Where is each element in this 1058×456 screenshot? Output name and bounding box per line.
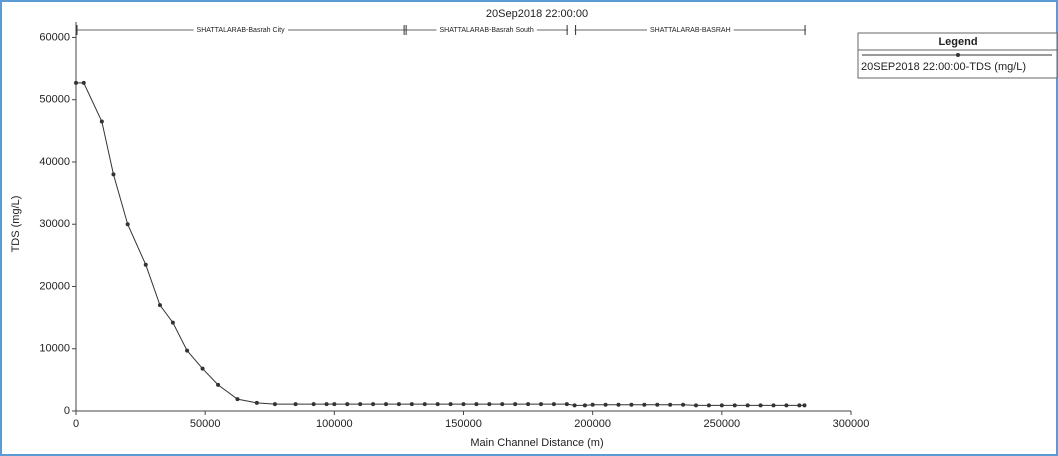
y-tick-label: 20000 [39, 280, 70, 292]
data-point [784, 403, 789, 408]
x-tick-label: 50000 [190, 418, 221, 430]
data-point [216, 382, 221, 387]
reach-label: SHATTALARAB-Basrah South [439, 27, 533, 34]
data-point [185, 348, 190, 353]
data-point [332, 402, 337, 407]
data-point [345, 402, 350, 407]
data-point [642, 402, 647, 407]
data-point [396, 402, 401, 407]
data-point [590, 402, 595, 407]
data-point [254, 400, 259, 405]
data-point [435, 402, 440, 407]
x-tick-label: 150000 [445, 418, 482, 430]
y-tick-label: 10000 [39, 343, 70, 355]
data-point [143, 262, 148, 267]
y-tick-label: 60000 [39, 31, 70, 43]
reach-label-bg [436, 25, 537, 35]
data-point [668, 402, 673, 407]
reach-label: SHATTALARAB-BASRAH [650, 27, 731, 34]
x-tick-label: 300000 [833, 418, 870, 430]
y-tick-label: 40000 [39, 156, 70, 168]
data-point [461, 402, 466, 407]
data-point [422, 402, 427, 407]
data-point [564, 402, 569, 407]
y-tick-label: 30000 [39, 218, 70, 230]
data-point [572, 403, 577, 408]
data-point [539, 402, 543, 407]
data-point [384, 402, 388, 407]
data-point [324, 402, 329, 407]
x-tick-label: 100000 [316, 418, 353, 430]
data-point [474, 402, 479, 407]
data-point [745, 403, 750, 408]
data-point [235, 397, 240, 402]
legend-label: 20SEP2018 22:00:00-TDS (mg/L) [861, 61, 1026, 73]
reach-label: SHATTALARAB-Basrah City [197, 27, 286, 34]
data-point [771, 403, 776, 408]
data-point [694, 403, 698, 408]
reach-label-bg [646, 25, 734, 35]
data-point [616, 402, 621, 407]
y-tick-label: 50000 [39, 94, 70, 106]
data-point [311, 402, 316, 407]
data-point [526, 402, 531, 407]
data-point [272, 402, 277, 407]
data-point [797, 403, 802, 408]
data-point [603, 402, 608, 407]
chart-title: 20Sep2018 22:00:00 [486, 8, 588, 20]
data-point [582, 403, 587, 408]
y-axis-label: TDS (mg/L) [10, 196, 22, 253]
x-tick-label: 0 [73, 418, 79, 430]
data-point [629, 402, 634, 407]
data-point [706, 403, 711, 408]
x-tick-label: 200000 [574, 418, 611, 430]
data-line [76, 82, 805, 406]
data-point [170, 320, 175, 325]
data-point [81, 80, 86, 85]
data-point [681, 402, 686, 407]
data-point [111, 172, 116, 177]
data-point [358, 402, 363, 407]
data-point [513, 402, 518, 407]
data-point [409, 402, 414, 407]
reach-label-bg [193, 25, 289, 35]
data-point [732, 403, 737, 408]
data-point [802, 403, 807, 408]
data-point [99, 119, 104, 124]
data-point [551, 402, 556, 407]
data-point [125, 222, 130, 227]
y-tick-label: 0 [64, 405, 70, 417]
data-point [157, 303, 162, 308]
x-axis-label: Main Channel Distance (m) [470, 437, 603, 449]
data-point [719, 403, 724, 408]
data-point [758, 403, 763, 408]
legend-marker [956, 53, 960, 57]
legend-title: Legend [938, 36, 977, 48]
data-point [500, 402, 505, 407]
data-point [487, 402, 492, 407]
data-point [448, 402, 453, 407]
data-point [371, 402, 376, 407]
data-point [655, 402, 660, 407]
x-tick-label: 250000 [703, 418, 740, 430]
data-point [200, 366, 205, 371]
data-point [293, 402, 298, 407]
data-point [74, 80, 78, 85]
